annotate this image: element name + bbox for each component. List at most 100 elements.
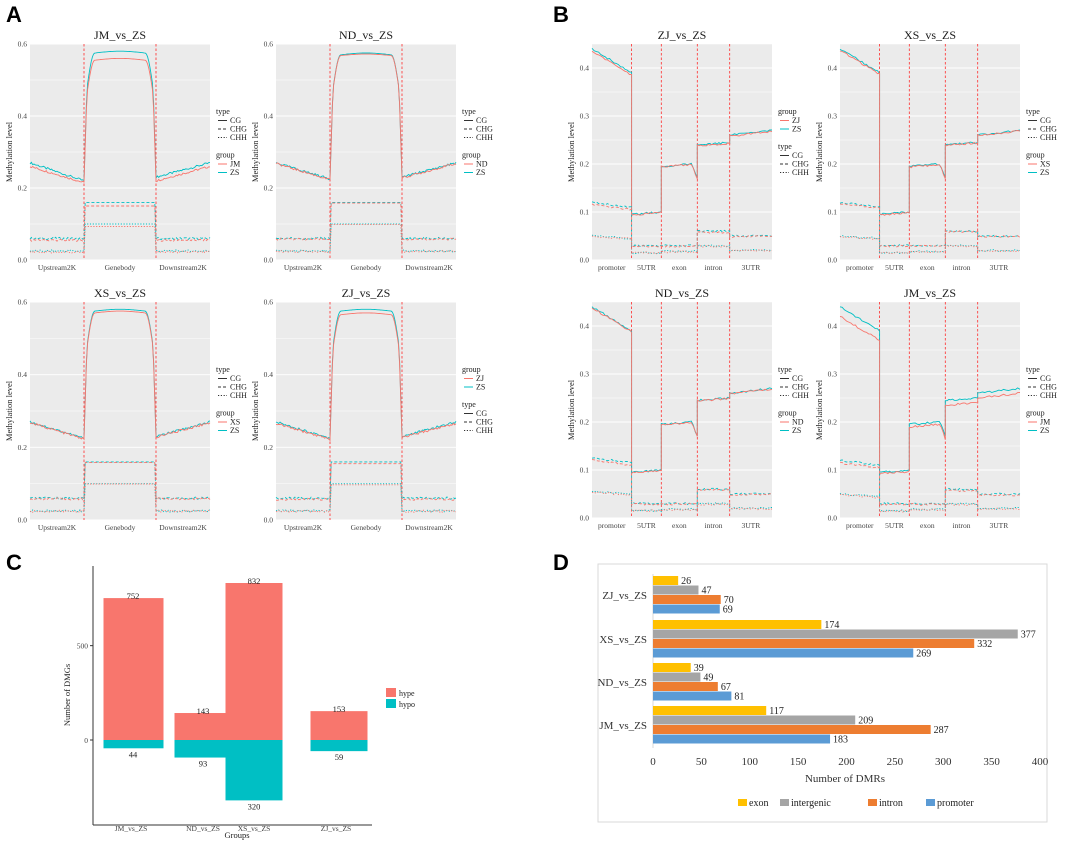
legend-item-label: ZS [476, 383, 485, 392]
legend-title: type [462, 400, 476, 409]
series-line-xs-chh [839, 235, 1021, 255]
legend-title: group [462, 151, 481, 160]
y-axis-label: Methylation level [814, 379, 824, 440]
legend-title: group [462, 365, 481, 374]
y-axis-label: Methylation level [250, 121, 260, 182]
charts-layer: JM_vs_ZS Methylation level 0.0 0.2 0.4 0.6 Ups… [4, 28, 1057, 840]
y-tick-label: ND_vs_ZS [597, 677, 647, 689]
bar-value-label-hype: 143 [197, 706, 210, 716]
series-line-nd-chh [275, 223, 457, 254]
series-line-jm-chh [29, 226, 211, 254]
y-tick-label: 0.2 [580, 160, 590, 169]
line-chart-5: XS_vs_ZS Methylation level 0.0 0.1 0.2 0.3 0.4… [814, 28, 1057, 272]
x-tick-label: intron [705, 263, 723, 272]
chart-title: ND_vs_ZS [339, 28, 393, 42]
line-chart-0: JM_vs_ZS Methylation level 0.0 0.2 0.4 0.6 Ups… [4, 28, 247, 272]
legend-item-label: ZS [230, 168, 239, 177]
series-line-nd-cg [591, 307, 773, 475]
y-tick-label: 0.2 [18, 443, 28, 452]
plot-background [840, 44, 1020, 260]
x-tick-label: 5UTR [885, 521, 904, 530]
bar-intron [653, 639, 975, 648]
y-tick-label: 0.3 [580, 112, 590, 121]
x-tick-label: promoter [846, 521, 874, 530]
bar-value-label-intergenic: 377 [1021, 630, 1036, 641]
x-tick-label: Upstream2K [284, 263, 323, 272]
bar-intron [653, 725, 931, 734]
y-tick-label: 0.2 [828, 160, 838, 169]
y-axis-label: Methylation level [4, 121, 14, 182]
x-tick-label: exon [672, 521, 687, 530]
y-axis-label: Methylation level [250, 380, 260, 441]
x-tick-label: promoter [598, 263, 626, 272]
legend-title: type [778, 365, 792, 374]
chart-title: ND_vs_ZS [655, 286, 709, 300]
x-tick-label: 5UTR [637, 263, 656, 272]
legend-item-label: ND [792, 418, 804, 427]
y-tick-label: 0.1 [828, 208, 838, 217]
legend-item-label: CHH [230, 391, 247, 400]
series-line-zj-cg [591, 50, 773, 217]
x-tick-label: 50 [696, 756, 708, 768]
series-line-zs-chg [839, 202, 1021, 247]
legend-title: group [216, 151, 235, 160]
y-tick-label: 500 [77, 642, 89, 651]
x-tick-label: Upstream2K [284, 523, 323, 532]
legend-item-label: CHH [792, 391, 809, 400]
y-tick-label: 0.0 [828, 256, 838, 265]
legend-item-label: ZS [1040, 426, 1049, 435]
x-tick-label: 3UTR [741, 263, 760, 272]
legend-item-label: intergenic [791, 798, 831, 809]
y-tick-label: 0.6 [264, 40, 274, 49]
bar-hypo [225, 740, 283, 801]
bar-hypo [174, 740, 232, 758]
bar-value-label-intron: 332 [977, 639, 992, 650]
series-line-zs-chg [591, 201, 773, 248]
chart-title: ZJ_vs_ZS [658, 28, 707, 42]
legend-swatch-hype [386, 688, 396, 697]
legend-item-label: ZS [792, 426, 801, 435]
legend-title: type [778, 142, 792, 151]
bar-value-label-promoter: 81 [734, 692, 744, 703]
legend-title: type [1026, 107, 1040, 116]
bar-value-label-hypo: 59 [335, 752, 344, 762]
x-tick-label: 5UTR [637, 521, 656, 530]
legend-item-label: ZJ [476, 374, 484, 383]
series-line-zj-chg [275, 463, 457, 501]
x-axis-label: Number of DMRs [805, 773, 885, 785]
y-tick-label: 0.6 [264, 298, 274, 307]
chart-title: ZJ_vs_ZS [342, 286, 391, 300]
series-line-zs-cg [839, 48, 1021, 216]
legend-item-label: CG [476, 409, 487, 418]
legend-swatch-intron [868, 799, 877, 806]
legend-swatch-exon [738, 799, 747, 806]
panel-label-b: B [553, 2, 569, 27]
x-tick-label: JM_vs_ZS [115, 824, 148, 833]
series-line-jm-chg [29, 205, 211, 242]
series-line-zs-cg [29, 308, 211, 439]
x-tick-label: Downstream2K [405, 523, 453, 532]
hbar-chart-dmrs: 0 50 100 150 200 250 300 350 400 Number of DMRs ZJ… [597, 563, 1049, 823]
series-line-zs-chg [29, 201, 211, 241]
plot-background [592, 44, 772, 260]
legend-item-label: ND [476, 160, 488, 169]
series-line-nd-chg [275, 202, 457, 241]
legend-item-label: CHH [1040, 391, 1057, 400]
bar-value-label-hypo: 320 [248, 801, 261, 811]
bar-value-label-intron: 287 [934, 725, 949, 736]
y-tick-label: 0.0 [580, 514, 590, 523]
bar-promoter [653, 604, 720, 614]
legend-title: group [1026, 151, 1045, 160]
bar-exon [653, 663, 691, 672]
bar-exon [653, 576, 679, 585]
legend-item-label: CHG [792, 160, 809, 169]
y-tick-label: 0.0 [580, 256, 590, 265]
legend-swatch-intergenic [780, 799, 789, 806]
legend-item-label: CG [1040, 116, 1051, 125]
x-tick-label: Genebody [105, 263, 136, 272]
bar-value-label-exon: 39 [694, 663, 704, 674]
series-line-zj-chh [591, 235, 773, 255]
y-tick-label: 0.2 [828, 418, 838, 427]
legend-item-label: CG [230, 116, 241, 125]
x-tick-label: intron [953, 521, 971, 530]
